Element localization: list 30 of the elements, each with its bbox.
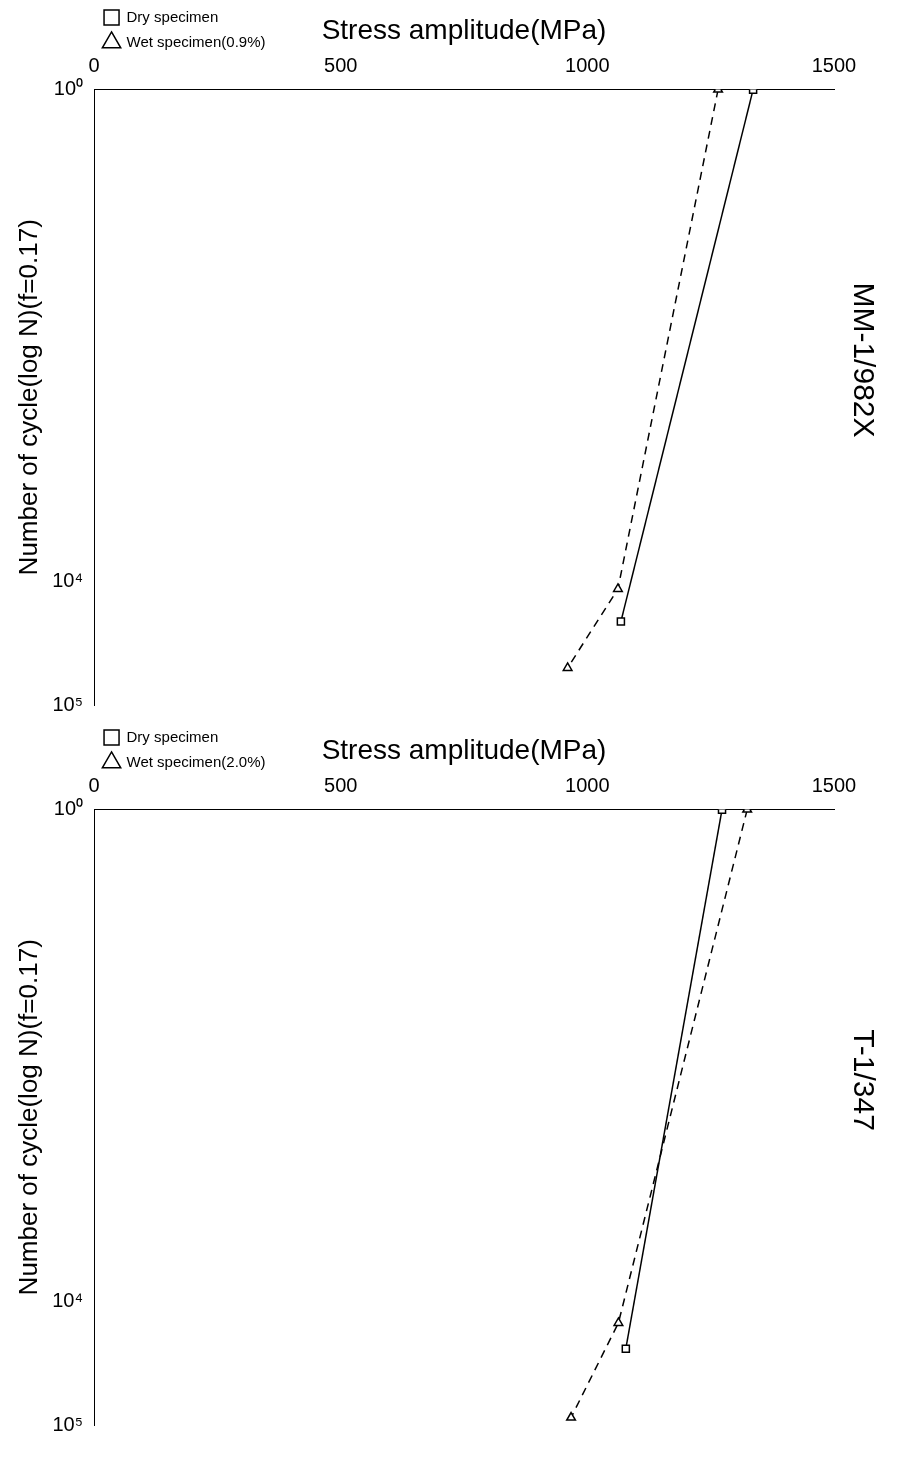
point (565, 1411, 577, 1421)
x-tick-label: 500 (324, 774, 358, 797)
y-tick-label: 10⁴ (52, 569, 84, 592)
legend-label: Dry specimen (126, 727, 219, 745)
point (612, 583, 624, 593)
x-tick-label: 1000 (565, 774, 610, 797)
x-tick-label: 1000 (565, 54, 610, 77)
x-axis-title: Stress amplitude(MPa) (321, 13, 607, 45)
x-tick-label: 0 (88, 774, 100, 797)
y-axis-title: Number of cycle(log N)(f=0.17) (12, 219, 43, 576)
legend-label: Wet specimen(0.9%) (126, 32, 266, 50)
y-axis-title: Number of cycle(log N)(f=0.17) (12, 939, 43, 1296)
legend-label: Dry specimen (126, 7, 219, 25)
x-tick-label: 0 (88, 54, 100, 77)
x-tick-label: 1500 (811, 774, 857, 797)
text: T-1/347 (847, 1029, 881, 1131)
y-tick-label: 10⁵ (52, 692, 84, 715)
x-axis-title: Stress amplitude(MPa) (321, 733, 607, 765)
point (621, 1344, 631, 1353)
y-tick-label: 10⁰ (53, 797, 84, 820)
x-tick-label: 500 (324, 54, 358, 77)
point (562, 662, 573, 672)
x-tick-label: 1500 (811, 54, 857, 77)
point (616, 617, 626, 626)
y-tick-label: 10⁴ (52, 1289, 84, 1312)
y-tick-label: 10⁵ (52, 1412, 84, 1435)
point (613, 1317, 624, 1327)
text: MM-1/982X (847, 282, 881, 438)
y-tick-label: 10⁰ (53, 77, 84, 100)
legend-label: Wet specimen(2.0%) (126, 752, 266, 770)
